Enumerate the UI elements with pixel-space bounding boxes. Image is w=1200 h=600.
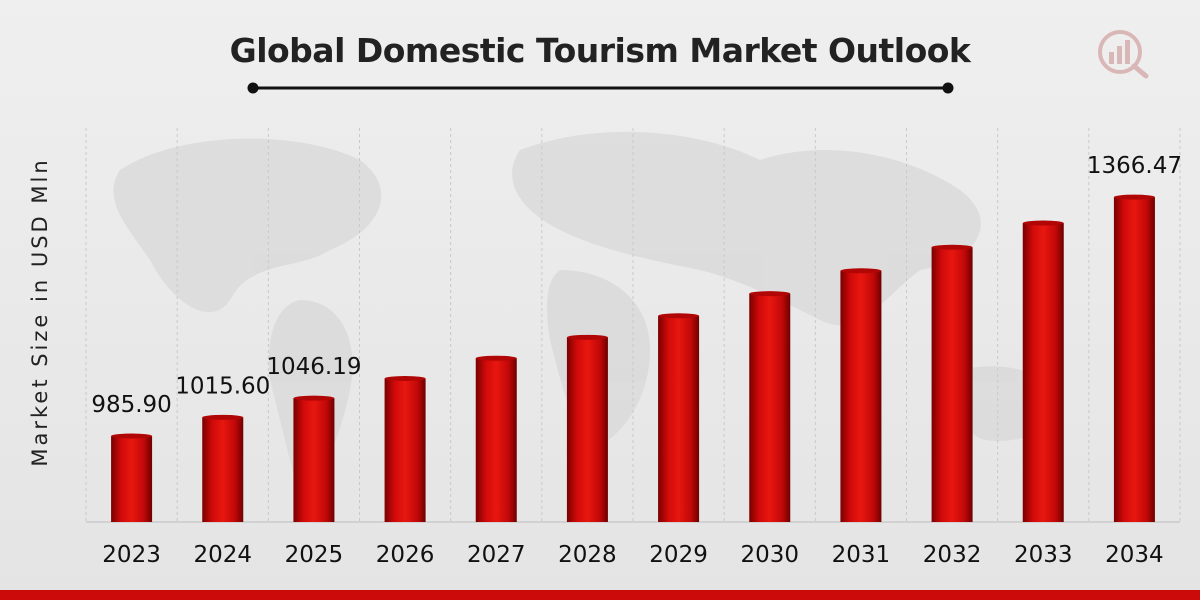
bars — [111, 194, 1155, 522]
bar-2026 — [384, 378, 426, 522]
x-tick-2033: 2033 — [1014, 542, 1073, 568]
y-axis-label: Market Size in USD Mln — [28, 157, 52, 466]
x-tick-2025: 2025 — [285, 542, 344, 568]
bar-cap-2034 — [1113, 194, 1155, 200]
x-tick-labels: 2023 2024 2025 2026 2027 2028 2029 2030 2031 2032… — [102, 542, 1163, 568]
bar-cap-2029 — [658, 313, 700, 319]
x-tick-2027: 2027 — [467, 542, 526, 568]
bar-2024 — [202, 417, 244, 522]
data-label-2024: 1015.60 — [175, 373, 270, 399]
x-tick-2023: 2023 — [102, 542, 161, 568]
x-tick-2032: 2032 — [923, 542, 982, 568]
bar-2032 — [931, 247, 973, 522]
bar-cap-2030 — [749, 291, 791, 297]
x-tick-2024: 2024 — [193, 542, 252, 568]
bar-cap-2024 — [202, 414, 244, 420]
chart-title: Global Domestic Tourism Market Outlook — [230, 31, 972, 70]
bar-2025 — [293, 398, 335, 522]
grid-lines — [85, 128, 1181, 523]
bar-2029 — [658, 315, 700, 522]
market-research-logo-icon — [1098, 30, 1149, 79]
x-tick-2026: 2026 — [376, 542, 435, 568]
x-tick-2030: 2030 — [740, 542, 799, 568]
title-underline-right-dot — [942, 82, 954, 94]
bar-2023 — [111, 436, 153, 522]
bar-2028 — [566, 337, 608, 522]
bar-cap-2031 — [840, 268, 882, 274]
bar-cap-2025 — [293, 395, 335, 401]
x-tick-2028: 2028 — [558, 542, 617, 568]
x-tick-2031: 2031 — [832, 542, 891, 568]
bar-cap-2033 — [1022, 220, 1064, 226]
bar-2030 — [749, 293, 791, 522]
bar-cap-2027 — [475, 355, 517, 361]
bar-2033 — [1022, 223, 1064, 522]
bar-cap-2028 — [566, 334, 608, 340]
data-label-2023: 985.90 — [91, 392, 171, 418]
data-label-2025: 1046.19 — [266, 354, 361, 380]
data-label-2034: 1366.47 — [1087, 153, 1182, 179]
bottom-accent-bar — [0, 590, 1200, 600]
bar-2034 — [1113, 197, 1155, 522]
x-tick-2034: 2034 — [1105, 542, 1164, 568]
bar-2027 — [475, 358, 517, 522]
bar-2031 — [840, 270, 882, 522]
bar-cap-2023 — [111, 433, 153, 439]
title-underline-left-dot — [247, 82, 259, 94]
bar-cap-2032 — [931, 244, 973, 250]
bar-cap-2026 — [384, 376, 426, 382]
x-tick-2029: 2029 — [649, 542, 708, 568]
